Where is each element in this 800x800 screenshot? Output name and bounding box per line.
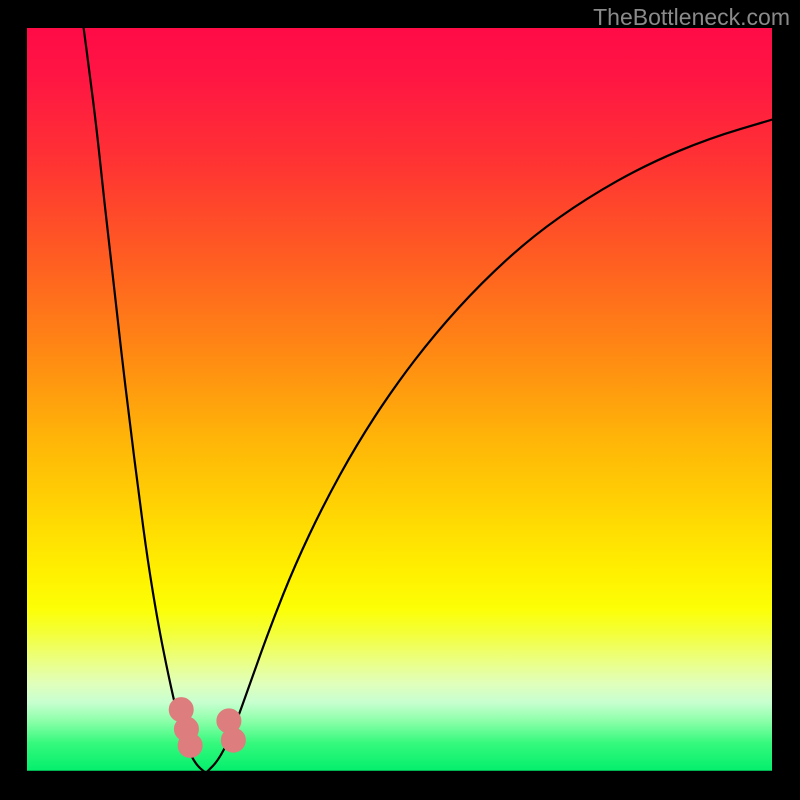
plot-area [27,28,772,773]
data-marker [178,733,202,757]
v-curve-chart [27,28,772,773]
data-marker [221,728,245,752]
watermark-text: TheBottleneck.com [593,4,790,31]
gradient-background [27,28,772,773]
chart-frame: TheBottleneck.com [0,0,800,800]
